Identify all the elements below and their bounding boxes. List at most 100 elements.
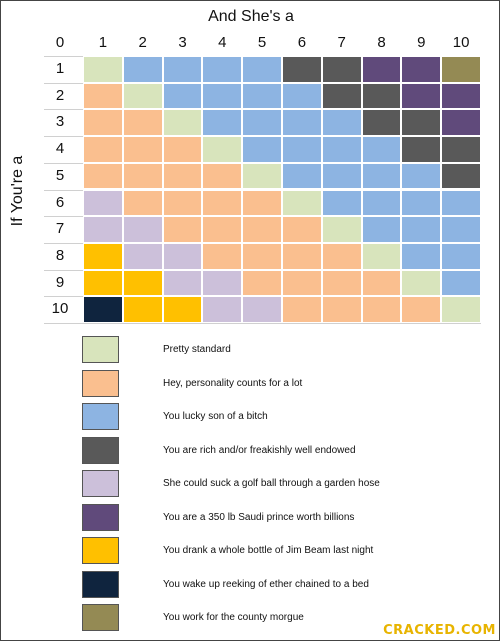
heatmap-cell	[401, 56, 442, 83]
heatmap-cell	[162, 162, 203, 190]
heatmap-cell	[162, 109, 203, 137]
heatmap-cell	[83, 136, 123, 163]
heatmap-cell	[202, 242, 243, 270]
cracked-logo: CRACKED.COM	[383, 623, 496, 638]
grid-line	[44, 323, 481, 324]
x-tick-label: 1	[98, 34, 108, 51]
heatmap-cell	[202, 136, 243, 163]
heatmap-cell	[282, 82, 322, 110]
heatmap-cell	[441, 216, 481, 243]
heatmap-cell	[361, 242, 402, 270]
heatmap-cell	[441, 56, 481, 83]
heatmap-cell	[202, 82, 243, 110]
heatmap-cell	[282, 269, 322, 297]
heatmap-cell	[122, 296, 163, 323]
y-tick-label: 4	[55, 140, 65, 158]
y-tick-label: 1	[55, 60, 65, 77]
heatmap-cell	[202, 216, 243, 243]
heatmap-cell	[83, 216, 123, 243]
legend-swatch	[82, 604, 119, 631]
heatmap-cell	[83, 296, 123, 323]
heatmap-cell	[162, 242, 203, 270]
heatmap-cell	[282, 56, 322, 83]
y-tick-label: 10	[51, 300, 69, 318]
x-tick-label: 9	[417, 34, 426, 51]
heatmap-cell	[321, 242, 362, 270]
heatmap-cell	[401, 189, 442, 217]
legend-label: She could suck a golf ball through a gar…	[163, 478, 380, 489]
y-tick-label: 6	[55, 193, 65, 211]
heatmap-cell	[401, 242, 442, 270]
heatmap-cell	[401, 216, 442, 243]
heatmap-cell	[361, 136, 402, 163]
heatmap-cell	[122, 162, 163, 190]
heatmap-cell	[282, 296, 322, 323]
heatmap-cell	[361, 162, 402, 190]
heatmap-cell	[242, 162, 282, 190]
x-tick-label: 0	[55, 34, 65, 51]
heatmap-cell	[441, 109, 481, 137]
y-tick-label: 2	[55, 86, 65, 104]
x-tick-label: 3	[178, 34, 187, 51]
heatmap-cell	[321, 269, 362, 297]
y-tick-label: 5	[55, 166, 65, 184]
legend-swatch	[82, 369, 119, 397]
heatmap-cell	[361, 296, 402, 323]
heatmap-cell	[361, 109, 402, 137]
heatmap-cell	[122, 82, 163, 110]
heatmap-cell	[83, 56, 123, 83]
y-tick-label: 8	[55, 246, 65, 264]
heatmap-cell	[83, 82, 123, 110]
heatmap-cell	[441, 82, 481, 110]
heatmap-cell	[122, 109, 163, 137]
heatmap-cell	[361, 82, 402, 110]
heatmap-cell	[401, 296, 442, 323]
legend-swatch	[82, 436, 119, 464]
legend-swatch	[82, 403, 119, 430]
y-tick-label: 9	[55, 273, 65, 291]
heatmap-cell	[162, 216, 203, 243]
heatmap-cell	[202, 296, 243, 323]
heatmap-cell	[162, 56, 203, 83]
heatmap-cell	[162, 82, 203, 110]
legend-swatch	[82, 537, 119, 564]
heatmap-cell	[242, 242, 282, 270]
legend-swatch	[82, 336, 119, 363]
legend-swatch	[82, 470, 119, 497]
heatmap-cell	[122, 189, 163, 217]
heatmap-cell	[441, 136, 481, 163]
heatmap-cell	[321, 56, 362, 83]
heatmap-cell	[122, 242, 163, 270]
x-tick-label: 4	[218, 34, 227, 51]
heatmap-cell	[122, 136, 163, 163]
heatmap-cell	[242, 269, 282, 297]
heatmap-cell	[282, 136, 322, 163]
heatmap-cell	[162, 136, 203, 163]
legend-label: You are rich and/or freakishly well endo…	[163, 444, 356, 456]
heatmap-cell	[361, 189, 402, 217]
x-tick-label: 6	[297, 34, 307, 51]
x-tick-label: 7	[337, 34, 346, 51]
heatmap-cell	[441, 296, 481, 323]
heatmap-cell	[401, 136, 442, 163]
legend-label: You drank a whole bottle of Jim Beam las…	[163, 545, 374, 556]
y-axis-label: If You're a	[9, 155, 26, 227]
heatmap-cell	[361, 269, 402, 297]
heatmap-cell	[242, 109, 282, 137]
x-tick-label: 5	[257, 34, 267, 51]
legend-swatch	[82, 503, 119, 531]
heatmap-cell	[202, 162, 243, 190]
heatmap-cell	[282, 242, 322, 270]
heatmap-cell	[321, 162, 362, 190]
heatmap-cell	[361, 56, 402, 83]
heatmap-cell	[242, 136, 282, 163]
legend-label: Hey, personality counts for a lot	[163, 377, 303, 389]
x-tick-label: 10	[452, 34, 470, 51]
heatmap-cell	[401, 162, 442, 190]
heatmap-cell	[361, 216, 402, 243]
heatmap-cell	[202, 189, 243, 217]
y-tick-label: 3	[55, 113, 65, 131]
heatmap-cell	[122, 216, 163, 243]
heatmap-cell	[162, 189, 203, 217]
chart-title: And She's a	[208, 8, 294, 25]
